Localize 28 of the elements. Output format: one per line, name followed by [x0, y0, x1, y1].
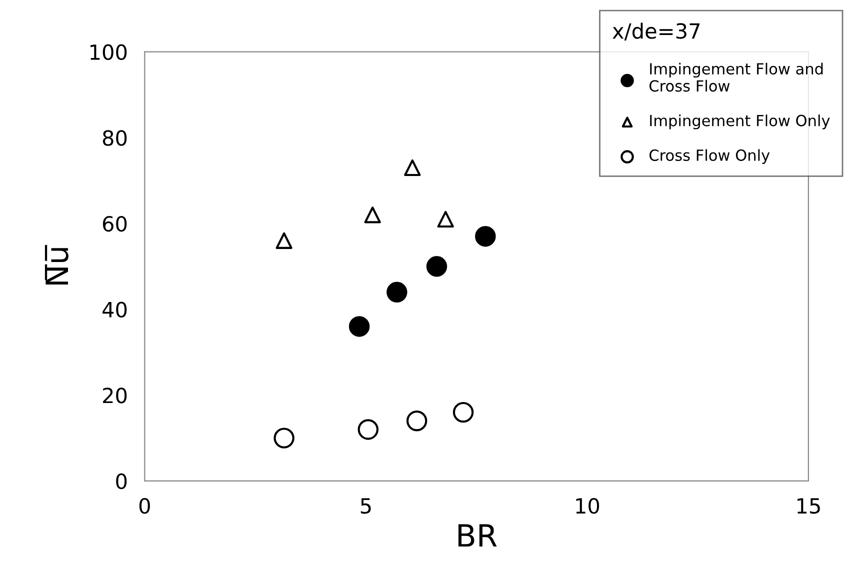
point — [348, 316, 370, 337]
x-tick-label: 0 — [139, 498, 150, 514]
point — [274, 428, 294, 448]
point — [452, 402, 474, 423]
y-axis-title: N̅u̅ — [44, 244, 68, 285]
y-tick-label: 60 — [102, 216, 127, 232]
point — [404, 159, 421, 176]
y-tick-label: 0 — [116, 473, 127, 490]
y-tick-label: 40 — [102, 302, 127, 318]
x-tick-label: 5 — [360, 498, 371, 514]
point — [426, 256, 448, 277]
legend-label: Cross Flow Only — [649, 149, 770, 164]
x-axis-title: BR — [458, 524, 497, 547]
y-tick-label: 80 — [102, 130, 127, 146]
point — [475, 226, 496, 247]
x-tick-label: 15 — [797, 498, 820, 514]
point — [386, 282, 408, 303]
point — [276, 232, 292, 249]
legend-label: Impingement Flow and Cross Flow — [649, 62, 823, 92]
y-tick-label: 100 — [90, 44, 127, 60]
y-tick-label: 20 — [103, 388, 127, 404]
point — [364, 206, 381, 224]
point — [437, 210, 454, 228]
point — [406, 410, 428, 432]
x-tick-label: 10 — [576, 498, 600, 514]
legend-label: Impingement Flow Only — [650, 114, 830, 130]
legend-title: x/de=37 — [612, 22, 700, 41]
point — [358, 419, 379, 440]
